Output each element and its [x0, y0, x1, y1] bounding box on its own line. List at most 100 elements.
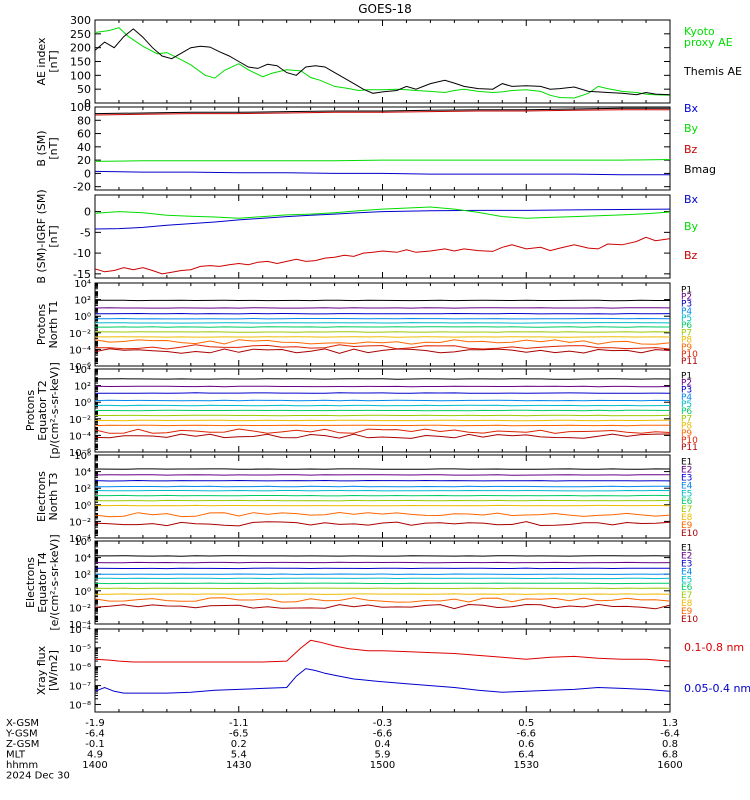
series-line-p11: [94, 348, 671, 354]
y-tick-label: 10⁻⁴: [69, 620, 91, 631]
series-line-p7: [94, 414, 671, 417]
x-axis-info-rows: X-GSM -1.9 -1.1 -0.3 0.5 1.3 Y-GSM -6.4 -6.5 -6.6…: [5, 718, 683, 782]
y-tick-label: -15: [73, 268, 91, 281]
series-line-by: [94, 206, 671, 219]
legend-label: Bx: [684, 102, 699, 115]
series-line-kyoto-proxy-ae: [94, 27, 671, 99]
series-line-bx: [94, 170, 670, 176]
y-tick-label: 10⁴: [74, 468, 91, 479]
series-line-bx: [94, 208, 671, 230]
series-line-e3: [94, 567, 671, 570]
y-tick-label: 80: [77, 114, 91, 127]
series-line-p2: [94, 385, 671, 388]
legend-label: E2: [681, 466, 692, 476]
legend-label: E3: [681, 474, 692, 484]
legend-label: P8: [681, 336, 692, 346]
y-axis-label: [nT]: [47, 225, 60, 247]
y-tick-label: 200: [70, 42, 91, 55]
x-row-label: hhmm: [6, 760, 38, 771]
legend-label: P9: [681, 429, 692, 439]
x-row-label: MLT: [6, 750, 26, 761]
y-axis-label: [W/m2]: [47, 650, 60, 691]
y-axis-label: Protons: [35, 304, 48, 345]
panel-frame: [94, 540, 671, 625]
x-row-value: -0.3: [373, 718, 393, 729]
y-tick-label: 10⁻⁶: [69, 362, 91, 373]
legend-label: E6: [681, 583, 693, 593]
y-tick-label: 10⁻⁷: [69, 682, 91, 693]
x-row-value: 1530: [514, 760, 539, 771]
y-tick-label: 10⁻²: [69, 415, 91, 426]
panel-8: 10⁻⁸ 10⁻⁷ 10⁻⁶ 10⁻⁵ 10⁻⁴ Xray flux [W/m2] 0.1-0…: [35, 625, 750, 713]
y-tick-label: 50: [77, 83, 91, 96]
legend-label: E10: [681, 529, 698, 539]
x-row-value: 0.8: [662, 739, 678, 750]
x-row-value: -0.1: [85, 739, 105, 750]
y-tick-label: 10⁻⁴: [69, 345, 91, 356]
y-tick-label: 100: [70, 69, 91, 82]
y-axis-label: Equator T2: [36, 380, 49, 440]
y-tick-label: 10⁻⁶: [69, 663, 91, 674]
legend-label: P8: [681, 422, 692, 432]
x-row-value: 0.2: [231, 739, 247, 750]
legend-label: E5: [681, 575, 692, 585]
x-row-value: 1500: [370, 760, 395, 771]
y-tick-label: 10⁴: [74, 365, 91, 376]
legend-label: E2: [681, 552, 692, 562]
series-line-p8: [95, 336, 671, 338]
y-axis-label: B (SM)-IGRF (SM): [35, 189, 48, 283]
y-tick-label: 10⁴: [74, 554, 91, 565]
panel-frame: [94, 106, 671, 191]
x-row-value: 6.4: [518, 750, 534, 761]
y-tick-label: 10²: [74, 570, 91, 581]
y-axis-label: Electrons: [35, 471, 48, 522]
y-tick-label: 10⁻²: [69, 329, 91, 340]
y-tick-label: 10²: [74, 382, 91, 393]
legend-label: Bz: [684, 143, 698, 156]
series-line-p4: [94, 399, 671, 402]
y-tick-label: 10²: [74, 484, 91, 495]
x-row-value: 1430: [226, 760, 251, 771]
y-axis-label: B (SM): [35, 130, 48, 166]
y-axis-label: Electrons: [24, 557, 37, 608]
legend-label: Bmag: [684, 163, 716, 176]
y-axis-label: [e/(cm²-s-sr-keV)]: [48, 534, 61, 630]
y-axis-label: [p/(cm²-s-sr-keV)]: [48, 362, 61, 459]
legend-label: P9: [681, 343, 692, 353]
legend-label: P1: [681, 285, 692, 295]
legend-label: Bz: [684, 249, 698, 262]
series-line-p10: [94, 428, 671, 434]
x-row-value: 6.8: [662, 750, 678, 761]
x-row-value: -6.6: [516, 729, 536, 740]
legend-label: E7: [681, 591, 692, 601]
series-line-p8: [94, 419, 671, 422]
legend-label: E9: [681, 521, 693, 531]
series-line-e9: [94, 511, 671, 518]
x-row-value: 1600: [657, 760, 682, 771]
y-tick-label: 10⁰: [74, 501, 91, 512]
legend-label: P10: [681, 350, 698, 360]
legend-label: P3: [681, 386, 692, 396]
series-line-0-1-0-8-nm: [94, 639, 671, 663]
y-tick-label: 10⁻⁵: [69, 644, 91, 655]
series-line-e10: [94, 521, 671, 527]
panel-5: 10⁻⁶ 10⁻⁴ 10⁻² 10⁰ 10² 10⁴ Protons Equator T2 [p…: [24, 362, 698, 459]
series-line-e3: [94, 479, 671, 482]
x-row-label: Y-GSM: [5, 729, 38, 740]
legend-label: E1: [681, 458, 692, 468]
legend-label: P4: [681, 307, 692, 317]
series-line-p3: [94, 312, 671, 315]
legend-label: E9: [681, 607, 693, 617]
legend-label: E8: [681, 513, 693, 523]
series-line-p9: [94, 424, 670, 427]
series-line-e7: [95, 499, 671, 502]
legend-label: 0.05-0.4 nm: [684, 682, 750, 695]
plot-title: GOES-18: [358, 2, 412, 16]
y-tick-label: 10⁶: [74, 451, 91, 462]
x-row-label: X-GSM: [6, 718, 39, 729]
y-axis-label: Equator T4: [36, 552, 49, 612]
y-tick-label: -10: [73, 247, 91, 260]
y-axis-label: Xray flux: [35, 645, 48, 695]
